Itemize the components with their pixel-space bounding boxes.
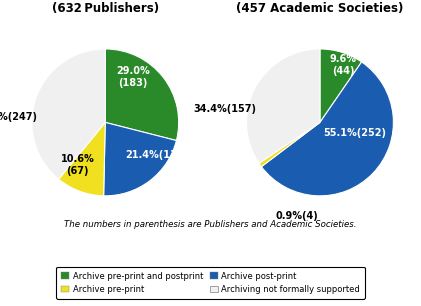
Text: 21.4%(135): 21.4%(135) [125,151,188,160]
Wedge shape [104,122,176,196]
Text: 29.0%
(183): 29.0% (183) [116,66,150,88]
Wedge shape [247,49,320,163]
Wedge shape [261,62,393,196]
Wedge shape [32,49,105,179]
Wedge shape [105,49,179,140]
Text: The numbers in parenthesis are Publishers and Academic Societies.: The numbers in parenthesis are Publisher… [64,220,357,229]
Wedge shape [59,122,105,196]
Legend: Archive pre-print and postprint, Archive pre-print, Archive post-print, Archivin: Archive pre-print and postprint, Archive… [56,267,365,299]
Text: 0.9%(4): 0.9%(4) [275,211,318,222]
Text: 34.4%(157): 34.4%(157) [193,104,256,114]
Text: 10.6%
(67): 10.6% (67) [61,154,94,176]
Wedge shape [320,49,362,122]
Text: 9.6%
(44): 9.6% (44) [330,54,357,76]
Title: SHERPA/RoMEO
(632 Publishers): SHERPA/RoMEO (632 Publishers) [52,0,159,15]
Wedge shape [259,122,320,167]
Text: 55.1%(252): 55.1%(252) [324,129,387,138]
Text: 39.1%(247): 39.1%(247) [0,111,37,121]
Title: SCPJ
(457 Academic Societies): SCPJ (457 Academic Societies) [236,0,404,15]
